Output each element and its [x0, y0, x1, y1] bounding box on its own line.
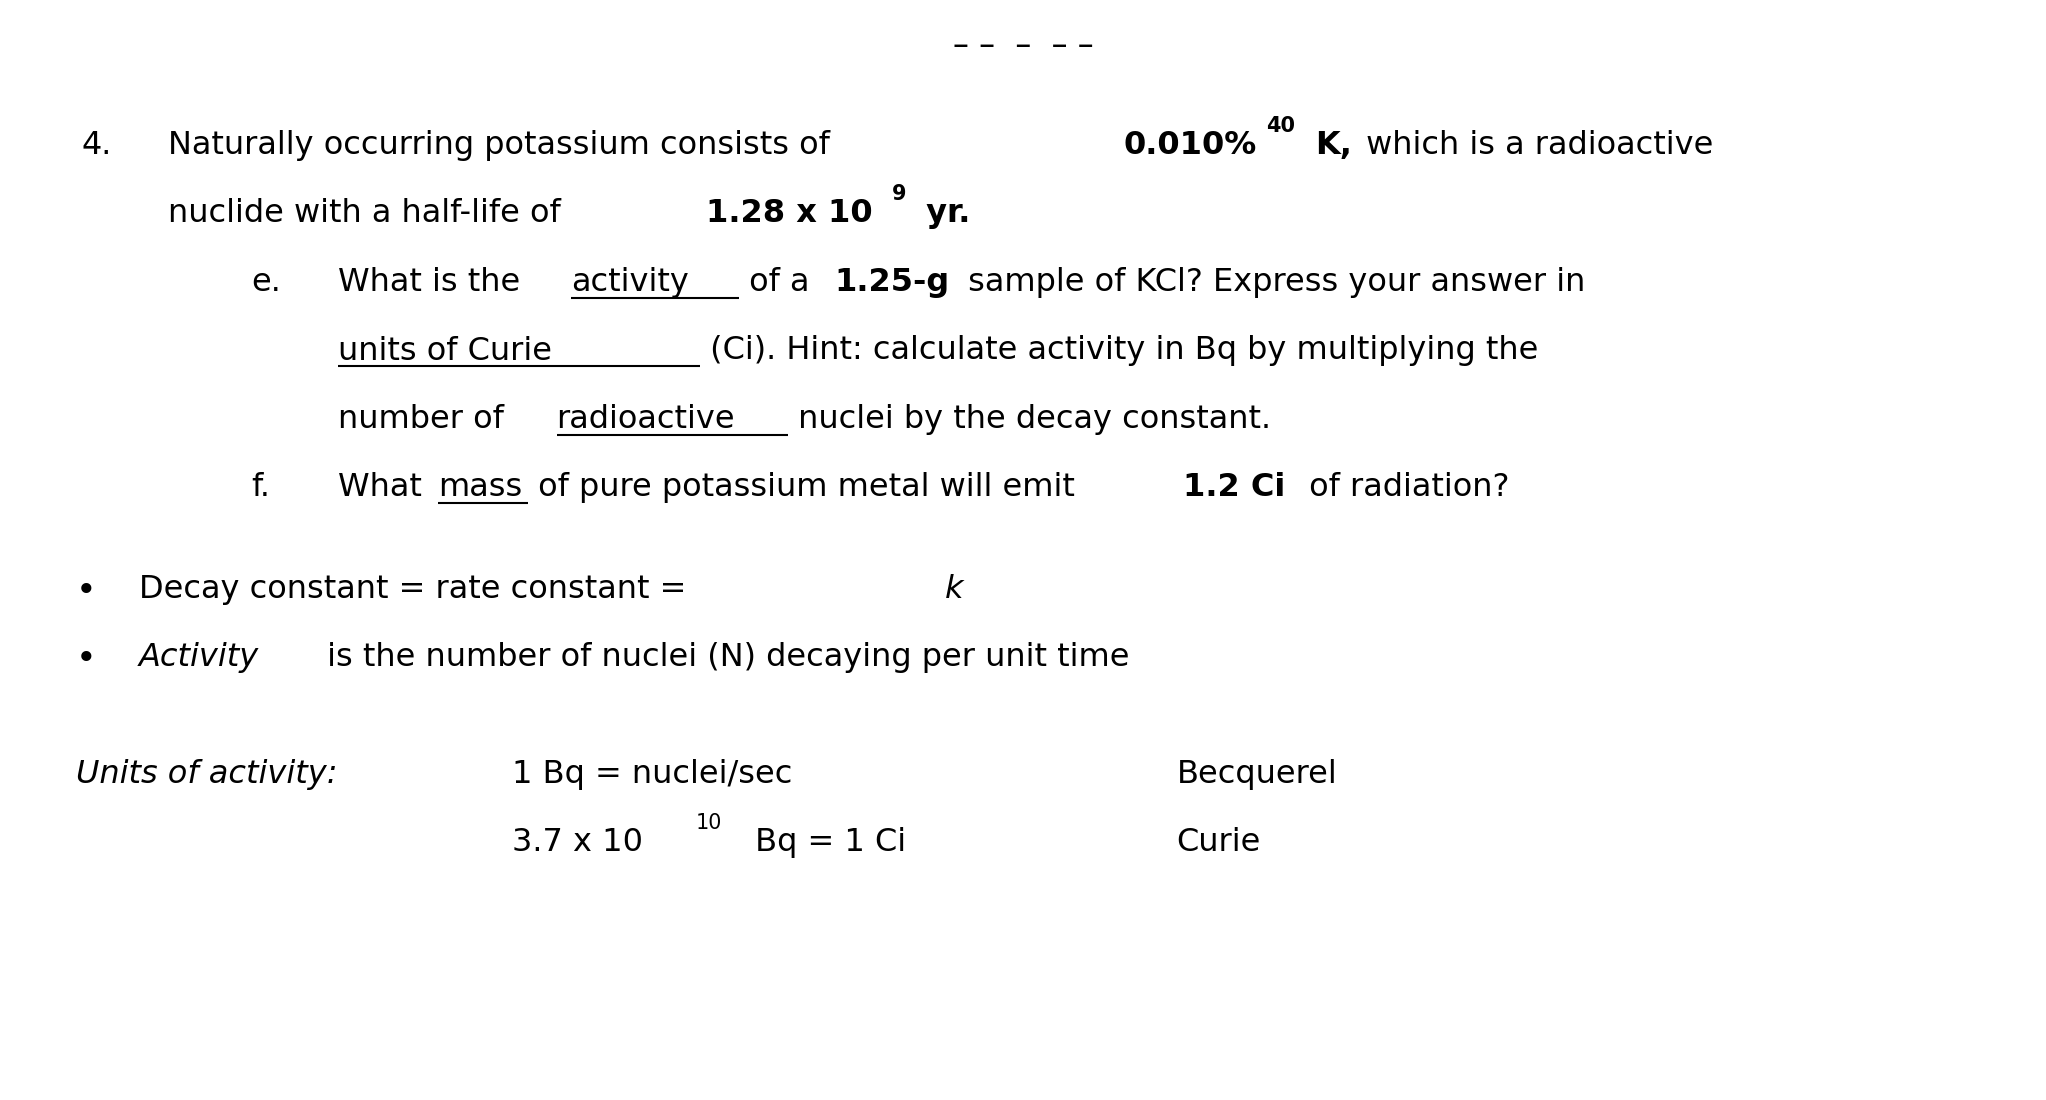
Text: K,: K,: [1316, 130, 1352, 161]
Text: •: •: [76, 642, 96, 676]
Text: activity: activity: [571, 267, 690, 298]
Text: k: k: [945, 574, 964, 605]
Text: sample of KCl? Express your answer in: sample of KCl? Express your answer in: [958, 267, 1586, 298]
Text: mass: mass: [438, 472, 522, 503]
Text: Units of activity:: Units of activity:: [76, 759, 338, 790]
Text: number of: number of: [338, 404, 514, 434]
Text: 1 Bq = nuclei/sec: 1 Bq = nuclei/sec: [512, 759, 792, 790]
Text: f.: f.: [252, 472, 270, 503]
Text: Activity: Activity: [139, 642, 260, 673]
Text: Curie: Curie: [1176, 827, 1260, 858]
Text: (Ci). Hint: calculate activity in Bq by multiplying the: (Ci). Hint: calculate activity in Bq by …: [700, 336, 1539, 366]
Text: of a: of a: [739, 267, 818, 298]
Text: e.: e.: [252, 267, 282, 298]
Text: – –  –  – –: – – – – –: [953, 31, 1093, 62]
Text: of radiation?: of radiation?: [1299, 472, 1510, 503]
Text: 10: 10: [696, 813, 722, 833]
Text: 40: 40: [1266, 116, 1295, 135]
Text: Decay constant = rate constant =: Decay constant = rate constant =: [139, 574, 696, 605]
Text: nuclei by the decay constant.: nuclei by the decay constant.: [788, 404, 1271, 434]
Text: yr.: yr.: [915, 198, 970, 229]
Text: 3.7 x 10: 3.7 x 10: [512, 827, 642, 858]
Text: is the number of nuclei (N) decaying per unit time: is the number of nuclei (N) decaying per…: [317, 642, 1129, 673]
Text: of pure potassium metal will emit: of pure potassium metal will emit: [528, 472, 1084, 503]
Text: nuclide with a half-life of: nuclide with a half-life of: [168, 198, 571, 229]
Text: Naturally occurring potassium consists of: Naturally occurring potassium consists o…: [168, 130, 839, 161]
Text: 1.2 Ci: 1.2 Ci: [1183, 472, 1285, 503]
Text: Bq = 1 Ci: Bq = 1 Ci: [745, 827, 906, 858]
Text: 1.25-g: 1.25-g: [835, 267, 949, 298]
Text: Becquerel: Becquerel: [1176, 759, 1338, 790]
Text: which is a radioactive: which is a radioactive: [1356, 130, 1715, 161]
Text: 1.28 x 10: 1.28 x 10: [706, 198, 872, 229]
Text: 4.: 4.: [82, 130, 113, 161]
Text: 0.010%: 0.010%: [1123, 130, 1256, 161]
Text: What: What: [338, 472, 432, 503]
Text: units of Curie: units of Curie: [338, 336, 552, 366]
Text: •: •: [76, 574, 96, 608]
Text: 9: 9: [892, 184, 906, 204]
Text: What is the: What is the: [338, 267, 530, 298]
Text: radioactive: radioactive: [557, 404, 735, 434]
